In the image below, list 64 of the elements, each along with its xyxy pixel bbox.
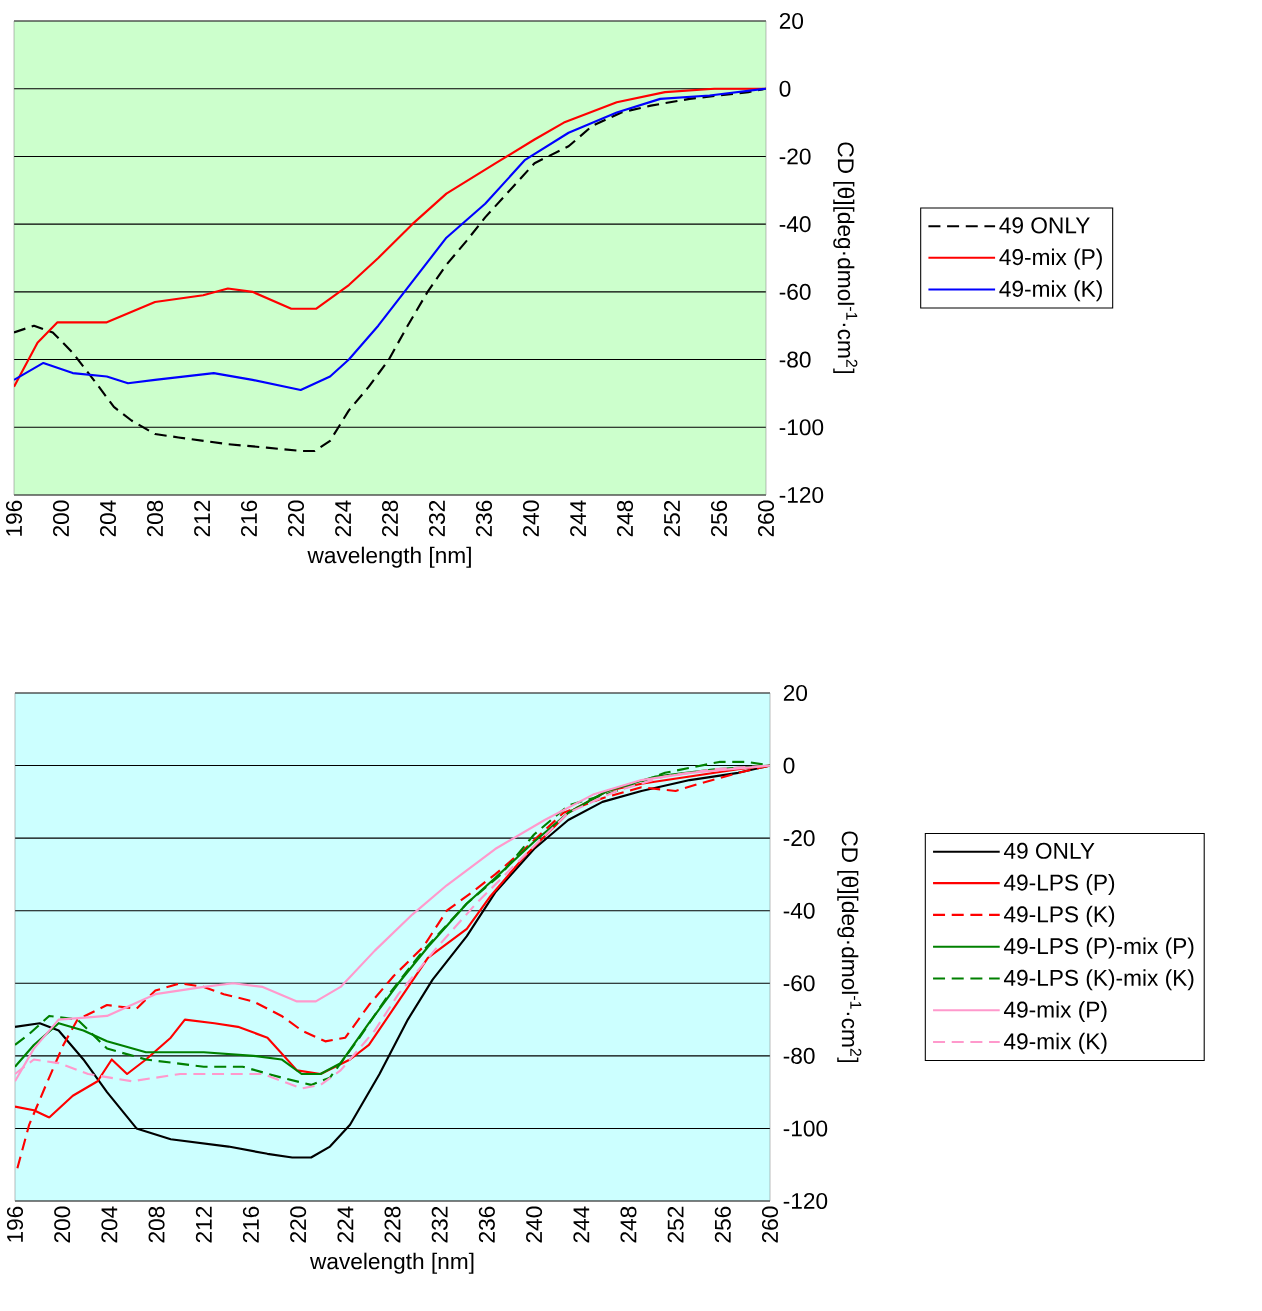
- y-tick-label: 20: [783, 684, 808, 702]
- legend-label: 49-mix (K): [1003, 1032, 1107, 1054]
- legend-label: 49-mix (K): [999, 280, 1102, 302]
- y-tick-label: -40: [779, 216, 811, 233]
- legend-label: 49-LPS (K): [1003, 905, 1115, 927]
- legend-label: 49-LPS (P)-mix (P): [1003, 937, 1194, 959]
- y-tick-label: -120: [779, 486, 824, 504]
- y-tick-label: -100: [779, 419, 824, 436]
- x-tick-label: 240: [522, 500, 540, 537]
- x-tick-label: 224: [335, 500, 351, 537]
- y-tick-label: -120: [783, 1192, 828, 1210]
- x-tick-label: 196: [5, 500, 23, 536]
- y-tick-label: 20: [779, 12, 804, 30]
- x-tick-label: 200: [52, 500, 70, 537]
- legend-label: 49-LPS (K)-mix (K): [1003, 969, 1194, 991]
- y-tick-label: -60: [783, 975, 815, 992]
- y-tick-label: -60: [779, 283, 811, 300]
- x-tick-label: 228: [381, 500, 399, 537]
- legend-label: 49 ONLY: [1003, 842, 1095, 859]
- x-tick-label: 212: [194, 500, 210, 537]
- y-axis-title: CD [θ][deg·dmol$^{-1}$·cm$^{2}$]: [833, 142, 858, 374]
- x-axis-title: wavelength [nm]: [309, 1252, 474, 1274]
- x-tick-label: 248: [616, 500, 634, 537]
- x-tick-label: 196: [6, 1206, 24, 1242]
- x-tick-label: 256: [710, 500, 728, 537]
- x-tick-label: 260: [761, 1206, 779, 1243]
- y-tick-label: -100: [783, 1120, 828, 1137]
- x-tick-label: 208: [148, 1206, 165, 1243]
- y-tick-label: -20: [783, 830, 815, 847]
- x-tick-label: 252: [667, 1206, 684, 1243]
- x-tick-label: 236: [475, 500, 493, 537]
- x-tick-label: 220: [287, 500, 305, 537]
- legend-label: 49 ONLY: [999, 217, 1090, 234]
- x-tick-label: 224: [337, 1206, 354, 1243]
- x-tick-label: 240: [526, 1206, 543, 1243]
- y-axis-title: CD [θ][deg·dmol$^{-1}$·cm$^{2}$]: [837, 831, 862, 1063]
- x-tick-label: 216: [242, 1206, 259, 1243]
- y-tick-label: -40: [783, 902, 815, 919]
- x-tick-label: 232: [428, 500, 446, 537]
- x-tick-label: 232: [431, 1206, 448, 1243]
- x-tick-label: 236: [478, 1206, 495, 1243]
- legend-label: 49-mix (P): [999, 248, 1102, 270]
- x-tick-label: 204: [101, 1206, 118, 1243]
- x-tick-label: 252: [663, 500, 681, 537]
- x-tick-label: 244: [570, 500, 586, 537]
- x-tick-label: 256: [714, 1206, 731, 1243]
- x-tick-label: 220: [290, 1206, 307, 1243]
- x-tick-label: 248: [620, 1206, 637, 1243]
- y-tick-label: 0: [783, 757, 795, 774]
- x-tick-label: 208: [146, 500, 164, 537]
- y-tick-label: -80: [779, 351, 811, 368]
- y-tick-label: -20: [779, 148, 811, 165]
- x-tick-label: 216: [240, 500, 258, 537]
- y-tick-label: 0: [779, 80, 791, 97]
- x-tick-label: 244: [573, 1206, 590, 1243]
- x-tick-label: 200: [54, 1206, 71, 1243]
- x-tick-label: 228: [384, 1206, 401, 1243]
- x-tick-label: 260: [757, 500, 775, 537]
- legend-label: 49-mix (P): [1003, 1001, 1107, 1023]
- y-tick-label: -80: [783, 1047, 815, 1064]
- x-axis-title: wavelength [nm]: [307, 546, 471, 568]
- x-tick-label: 204: [99, 500, 117, 537]
- x-tick-label: 212: [195, 1206, 212, 1243]
- legend-label: 49-LPS (P): [1003, 873, 1115, 896]
